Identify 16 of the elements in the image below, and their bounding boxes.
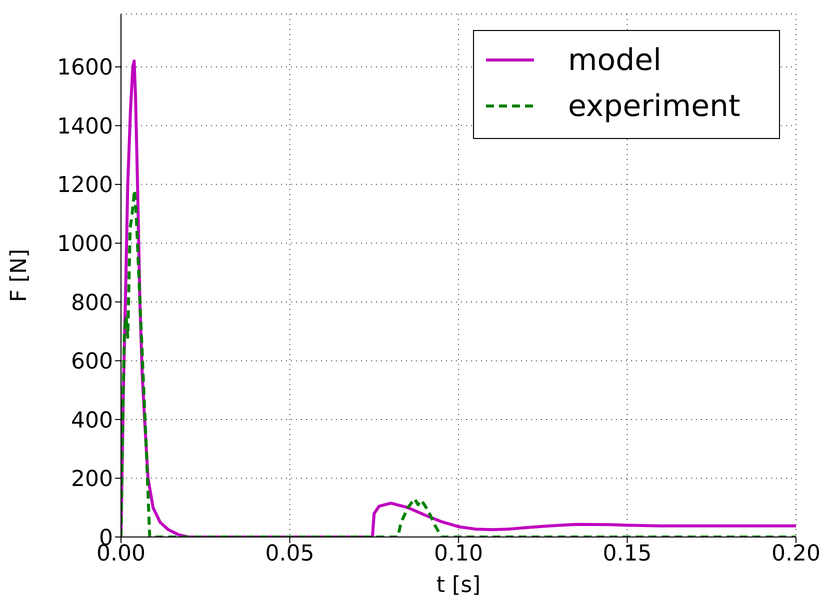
y-tick-label: 800 xyxy=(71,290,113,316)
legend-label: experiment xyxy=(568,88,740,124)
y-tick-label: 400 xyxy=(71,408,113,434)
y-tick-label: 200 xyxy=(71,467,113,492)
y-tick-label: 1000 xyxy=(57,232,113,257)
x-tick-label: 0.20 xyxy=(772,542,820,567)
y-tick-label: 1600 xyxy=(57,56,113,81)
x-tick-label: 0.05 xyxy=(265,542,314,567)
y-tick-label: 1400 xyxy=(57,114,113,140)
x-axis-title: t [s] xyxy=(436,573,481,598)
y-tick-label: 1200 xyxy=(57,173,113,198)
legend-label: model xyxy=(568,42,662,78)
x-tick-label: 0.15 xyxy=(602,542,652,567)
y-axis-title: F [N] xyxy=(6,248,32,302)
x-tick-label: 0.10 xyxy=(434,542,483,567)
y-tick-label: 600 xyxy=(71,350,113,375)
